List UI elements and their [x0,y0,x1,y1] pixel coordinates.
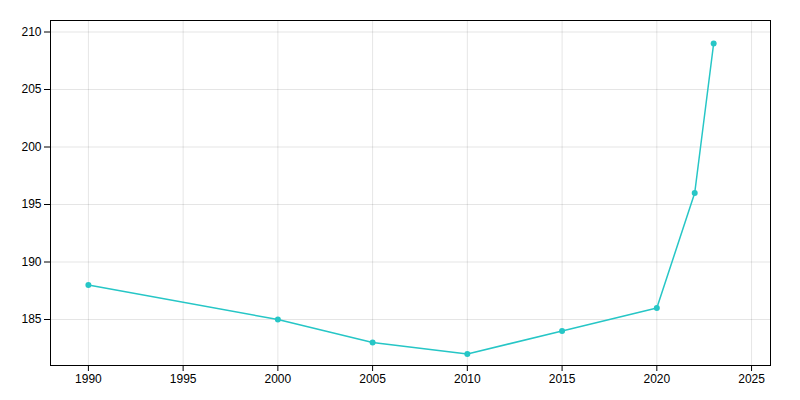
svg-text:1995: 1995 [170,372,197,386]
svg-text:2010: 2010 [454,372,481,386]
svg-text:205: 205 [21,82,41,96]
svg-text:190: 190 [21,255,41,269]
svg-text:1990: 1990 [75,372,102,386]
svg-text:210: 210 [21,25,41,39]
svg-text:2020: 2020 [643,372,670,386]
svg-text:2005: 2005 [359,372,386,386]
svg-text:2000: 2000 [265,372,292,386]
svg-text:2025: 2025 [738,372,765,386]
svg-text:2015: 2015 [549,372,576,386]
svg-text:200: 200 [21,140,41,154]
svg-text:185: 185 [21,312,41,326]
svg-text:195: 195 [21,197,41,211]
